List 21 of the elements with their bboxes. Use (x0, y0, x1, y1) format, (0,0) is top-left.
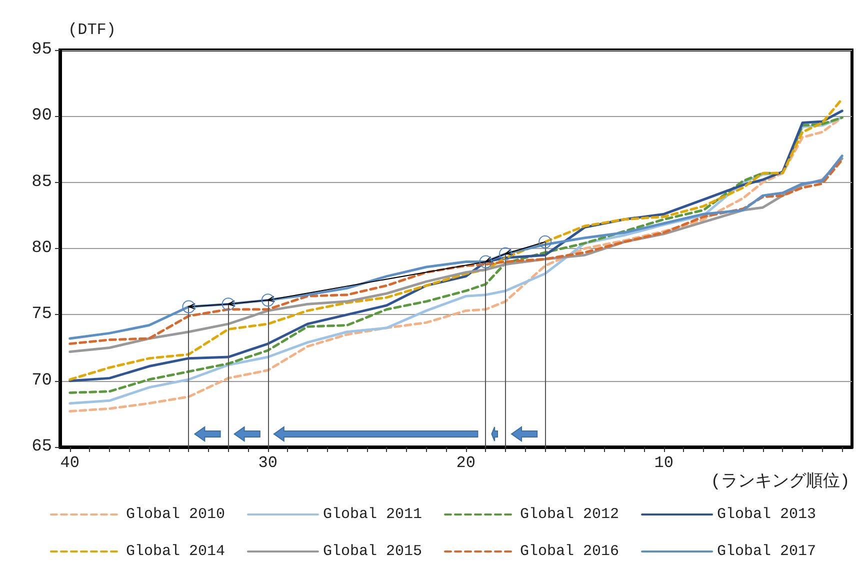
y-tick-label: 85 (32, 172, 52, 192)
legend-label: Global 2016 (520, 543, 620, 560)
y-tick-label: 95 (32, 40, 52, 60)
legend-label: Global 2015 (322, 543, 422, 560)
legend-label: Global 2017 (717, 543, 816, 560)
legend-label: Global 2013 (717, 506, 816, 523)
y-tick-label: 75 (32, 305, 52, 324)
y-tick-label: 90 (32, 106, 52, 126)
y-axis-title: (DTF) (68, 21, 116, 39)
y-tick-label: 70 (32, 371, 52, 390)
x-tick-label: 20 (456, 454, 476, 472)
x-tick-label: 10 (654, 454, 674, 472)
y-tick-label: 80 (32, 239, 52, 258)
legend-label: Global 2012 (520, 506, 620, 523)
legend-label: Global 2011 (322, 506, 422, 523)
y-tick-label: 65 (32, 438, 52, 456)
x-axis-title: (ランキング順位) (710, 472, 850, 492)
legend-label: Global 2010 (126, 506, 225, 523)
x-tick-label: 40 (60, 454, 80, 472)
x-tick-label: 30 (258, 454, 278, 472)
legend-label: Global 2014 (126, 543, 225, 560)
